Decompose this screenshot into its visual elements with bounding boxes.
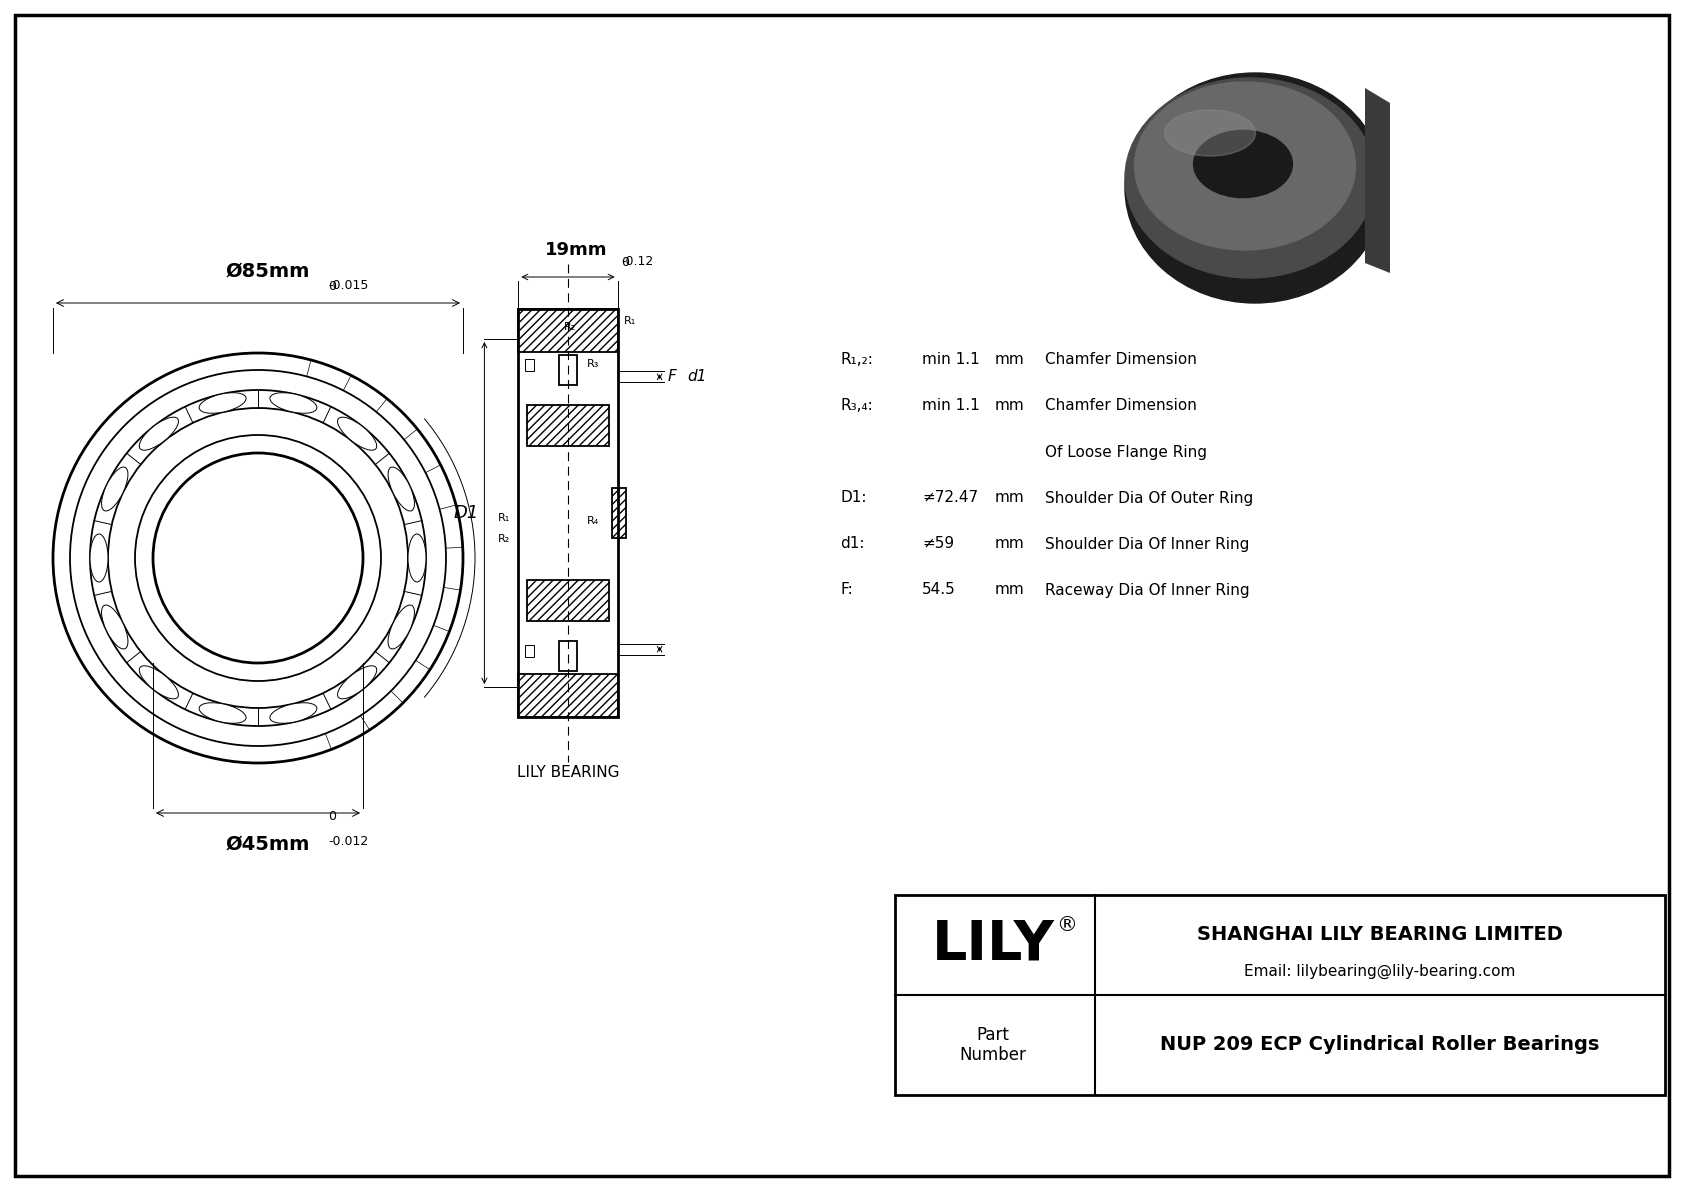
Text: 0: 0 [621,256,630,269]
Text: R₃,₄:: R₃,₄: [840,399,872,413]
Bar [519,308,618,353]
Text: -0.12: -0.12 [621,255,653,268]
Text: -0.012: -0.012 [328,835,369,848]
Text: Raceway Dia Of Inner Ring: Raceway Dia Of Inner Ring [1046,582,1250,598]
Ellipse shape [1125,73,1384,303]
Bar [525,644,534,656]
Bar [519,308,618,353]
Text: -0.015: -0.015 [328,279,369,292]
Text: NUP 209 ECP Cylindrical Roller Bearings: NUP 209 ECP Cylindrical Roller Bearings [1160,1035,1600,1054]
Text: Chamfer Dimension: Chamfer Dimension [1046,399,1197,413]
Ellipse shape [140,666,179,699]
Text: d1: d1 [687,369,707,385]
Polygon shape [1366,88,1389,273]
Ellipse shape [408,534,426,582]
Text: SHANGHAI LILY BEARING LIMITED: SHANGHAI LILY BEARING LIMITED [1197,925,1563,944]
Text: Ø85mm: Ø85mm [226,262,310,281]
Bar [527,405,608,445]
Text: Shoulder Dia Of Inner Ring: Shoulder Dia Of Inner Ring [1046,536,1250,551]
Text: D1:: D1: [840,491,867,505]
Bar [519,674,618,717]
Text: Part
Number: Part Number [960,1025,1027,1065]
Ellipse shape [199,703,246,723]
Text: 0: 0 [328,280,337,293]
Ellipse shape [1165,110,1256,156]
Ellipse shape [199,393,246,413]
Text: 0: 0 [328,810,337,823]
Bar [519,674,618,717]
Text: R₁: R₁ [498,513,510,523]
Text: Shoulder Dia Of Outer Ring: Shoulder Dia Of Outer Ring [1046,491,1253,505]
Ellipse shape [1194,130,1292,198]
Text: min 1.1: min 1.1 [923,353,980,368]
Ellipse shape [387,605,414,649]
Text: R₁: R₁ [623,316,637,326]
Text: R₄: R₄ [588,516,600,526]
Ellipse shape [1135,82,1356,250]
Text: mm: mm [995,399,1026,413]
Text: Ø45mm: Ø45mm [226,835,310,854]
Text: mm: mm [995,491,1026,505]
Bar [559,641,578,671]
Text: Of Loose Flange Ring: Of Loose Flange Ring [1046,444,1207,460]
Text: ≠72.47: ≠72.47 [923,491,978,505]
Ellipse shape [1125,77,1376,278]
Text: mm: mm [995,582,1026,598]
Text: min 1.1: min 1.1 [923,399,980,413]
Ellipse shape [101,605,128,649]
Bar [527,580,608,621]
Ellipse shape [269,393,317,413]
Text: ≠59: ≠59 [923,536,955,551]
Text: F: F [667,369,677,385]
Ellipse shape [269,703,317,723]
Bar [894,894,1665,1095]
Bar [611,488,625,538]
Bar [519,308,618,717]
Text: LILY BEARING: LILY BEARING [517,765,620,780]
Ellipse shape [140,417,179,450]
Text: ®: ® [1056,915,1078,935]
Ellipse shape [337,666,377,699]
Text: R₂: R₂ [564,322,576,332]
Bar [559,355,578,385]
Text: F:: F: [840,582,852,598]
Text: Email: lilybearing@lily-bearing.com: Email: lilybearing@lily-bearing.com [1244,964,1516,979]
Ellipse shape [337,417,377,450]
Text: R₂: R₂ [498,534,510,544]
Bar [527,580,608,621]
Text: mm: mm [995,353,1026,368]
Ellipse shape [89,534,108,582]
Text: 54.5: 54.5 [923,582,957,598]
Text: R₃: R₃ [588,360,600,369]
Text: D1: D1 [453,504,478,522]
Text: 19mm: 19mm [544,241,608,258]
Text: d1:: d1: [840,536,864,551]
Ellipse shape [387,467,414,511]
Text: Chamfer Dimension: Chamfer Dimension [1046,353,1197,368]
Text: mm: mm [995,536,1026,551]
Bar [527,405,608,445]
Text: R₁,₂:: R₁,₂: [840,353,872,368]
Bar [611,488,625,538]
Bar [525,360,534,372]
Ellipse shape [101,467,128,511]
Text: LILY: LILY [931,918,1054,972]
